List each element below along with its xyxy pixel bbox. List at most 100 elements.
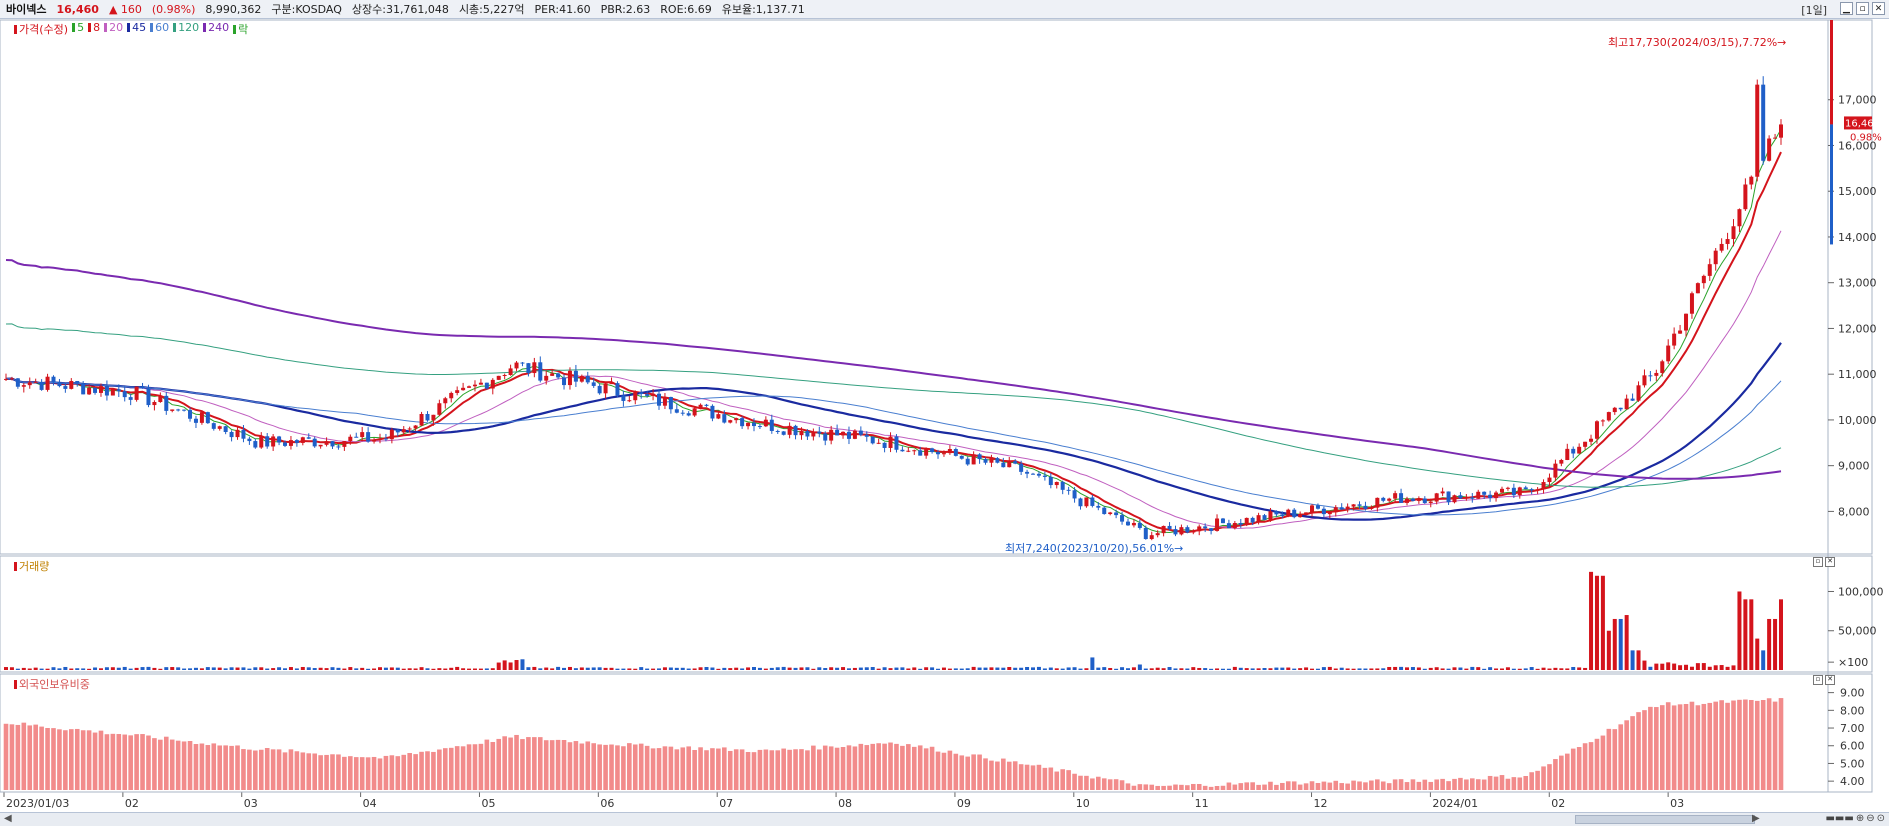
legend-item[interactable]: 락: [233, 21, 248, 37]
volume-bar: [21, 667, 26, 670]
zoom-slider[interactable]: ▬▬▬: [1825, 813, 1854, 824]
candle-body: [45, 376, 50, 390]
candle-body: [668, 396, 673, 410]
candle-body: [1137, 522, 1142, 528]
candle-body: [455, 390, 460, 393]
pane-close-icon[interactable]: ✕: [1825, 675, 1835, 685]
foreign-ratio-bar: [359, 757, 365, 790]
zoom-out-icon[interactable]: ⊖: [1866, 813, 1875, 824]
close-icon[interactable]: ✕: [1872, 2, 1885, 15]
candle-body: [502, 374, 507, 376]
foreign-ratio-bar: [1060, 769, 1065, 790]
legend-item[interactable]: 5: [72, 21, 84, 37]
legend-item[interactable]: 8: [88, 21, 100, 37]
volume-bar: [1321, 667, 1326, 670]
legend-item[interactable]: 60: [150, 21, 169, 37]
foreign-ratio-bar: [247, 749, 252, 790]
scroll-right-icon[interactable]: ▶: [1752, 813, 1760, 824]
candle-body: [680, 412, 685, 414]
volume-bar: [419, 667, 424, 670]
chart-header: 바이넥스 16,460 ▲ 160 (0.98%) 8,990,362 구분:K…: [0, 0, 1889, 19]
pane-maximize-icon[interactable]: ▫: [1813, 675, 1823, 685]
candle-body: [1428, 501, 1433, 504]
foreign-ratio-bar: [1452, 778, 1457, 790]
pane-maximize-icon[interactable]: ▫: [1813, 557, 1823, 567]
candle-body: [1434, 493, 1439, 502]
foreign-ratio-bar: [1440, 778, 1445, 790]
foreign-ratio-bar: [152, 738, 157, 790]
foreign-ratio-bar: [413, 754, 418, 790]
volume-bar: [645, 668, 650, 670]
candle-body: [1149, 535, 1154, 540]
volume-bar: [775, 667, 780, 670]
candle-body: [1042, 475, 1047, 477]
candle-body: [1755, 84, 1760, 177]
candle-body: [1719, 243, 1724, 251]
volume-bar: [1725, 666, 1730, 670]
candle-body: [217, 426, 222, 429]
zoom-in-icon[interactable]: ⊕: [1855, 813, 1865, 824]
candle-body: [936, 452, 941, 455]
volume-bar: [1185, 668, 1190, 670]
foreign-ratio-bar: [45, 727, 50, 790]
volume-bar: [1749, 599, 1754, 670]
volume-bar: [467, 668, 472, 670]
volume-bar: [1630, 650, 1635, 670]
legend-item[interactable]: 가격(수정): [14, 21, 68, 37]
candle-body: [1410, 498, 1415, 501]
volume-bar: [1167, 667, 1172, 670]
pbr-value: PBR:2.63: [600, 2, 651, 16]
candle-body: [1547, 477, 1552, 483]
foreign-ratio-bar: [27, 725, 33, 790]
foreign-ratio-bar: [716, 748, 721, 790]
candle-body: [1416, 498, 1421, 501]
foreign-ratio-bar: [1689, 701, 1695, 790]
volume-bar: [698, 667, 703, 670]
foreign-ratio-bar: [270, 749, 276, 790]
candle-body: [146, 388, 151, 406]
legend-item[interactable]: 20: [104, 21, 123, 37]
volume-bar: [1405, 667, 1410, 670]
candle-body: [496, 375, 501, 380]
legend-item[interactable]: 45: [127, 21, 146, 37]
foreign-ratio-bar: [1369, 780, 1374, 790]
foreign-ratio-bar: [603, 744, 608, 790]
foreign-ratio-bar: [520, 739, 525, 790]
volume-bar: [1470, 666, 1475, 670]
volume-bar: [852, 667, 857, 670]
volume-bar: [1078, 668, 1083, 670]
minimize-icon[interactable]: ▁: [1840, 2, 1853, 15]
candle-body: [918, 450, 923, 456]
candle-body: [1684, 313, 1689, 331]
scroll-left-icon[interactable]: ◀: [4, 813, 12, 824]
foreign-ratio-bar: [650, 748, 656, 790]
scroll-thumb[interactable]: [1575, 815, 1755, 824]
volume-bar: [1215, 668, 1220, 670]
pane-close-icon[interactable]: ✕: [1825, 557, 1835, 567]
volume-bar: [1304, 667, 1309, 670]
candle-body: [300, 437, 305, 443]
volume-bar: [1689, 666, 1694, 670]
volume-bar: [502, 660, 507, 670]
foreign-ratio-bar: [811, 745, 816, 790]
zoom-reset-icon[interactable]: ⊙: [1876, 813, 1885, 824]
restore-icon[interactable]: ▫: [1856, 2, 1869, 15]
volume-bar: [306, 667, 311, 670]
legend-item[interactable]: 240: [203, 21, 229, 37]
candle-body: [1725, 239, 1730, 244]
candle-body: [330, 441, 335, 447]
candle-body: [858, 430, 863, 435]
candle-body: [1387, 498, 1392, 501]
foreign-ratio-bar: [419, 751, 424, 790]
volume-bar: [876, 668, 881, 670]
legend-item[interactable]: 120: [173, 21, 199, 37]
candle-body: [941, 453, 946, 455]
foreign-ratio-bar: [793, 749, 798, 790]
period-selector[interactable]: [1일]: [1801, 4, 1827, 17]
horizontal-scrollbar[interactable]: ◀ ▶ ▬▬▬ ⊕ ⊖ ⊙: [0, 812, 1889, 826]
volume-bar: [1060, 668, 1065, 670]
y-tick-label: 9,000: [1838, 460, 1870, 473]
volume-bar: [1096, 667, 1101, 670]
volume-bar: [1476, 667, 1481, 670]
